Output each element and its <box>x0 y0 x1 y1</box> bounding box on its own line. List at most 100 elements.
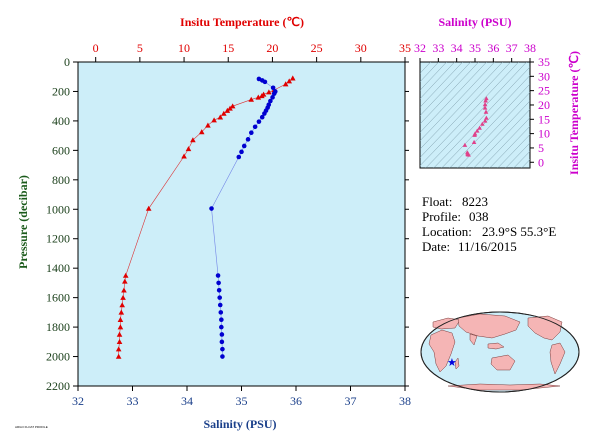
y-tick-label: 600 <box>52 143 70 157</box>
temperature-point <box>286 78 293 84</box>
density-contour <box>441 75 530 168</box>
density-contour <box>449 83 530 168</box>
top-tick-label: 20 <box>266 41 278 55</box>
ts-point <box>480 121 485 126</box>
float-value: 8223 <box>462 194 488 209</box>
temperature-point <box>122 278 128 284</box>
ts-x-tick-label: 35 <box>469 41 481 55</box>
top-tick-label: 15 <box>222 41 234 55</box>
salinity-point <box>220 346 225 352</box>
y-tick-label: 800 <box>52 173 70 187</box>
salinity-point <box>271 91 277 96</box>
density-contour <box>420 62 471 116</box>
salinity-point <box>215 273 221 278</box>
y-tick-label: 1000 <box>46 202 70 216</box>
ts-series <box>462 96 489 157</box>
density-contour <box>433 66 530 168</box>
salinity-point <box>259 114 265 120</box>
date-value: 11/16/2015 <box>458 239 517 254</box>
ts-x-tick-label: 34 <box>451 41 463 55</box>
salinity-point <box>219 324 224 330</box>
temperature-point <box>116 339 123 345</box>
density-contour <box>420 62 519 167</box>
density-contour <box>497 134 530 168</box>
world-map: ★ <box>420 311 580 393</box>
temperature-point <box>118 309 125 315</box>
density-contour <box>457 92 530 168</box>
main-plot-area <box>77 61 406 387</box>
ts-y-tick-label: 25 <box>538 84 550 98</box>
main-profile-chart: 0200400600800100012001400160018002000220… <box>16 15 411 431</box>
temperature-point <box>221 110 227 116</box>
salinity-point <box>239 149 244 155</box>
temperature-point <box>289 75 296 81</box>
ts-y-tick-label: 15 <box>538 112 550 126</box>
density-contour <box>489 125 530 168</box>
ts-y-axis-title: Insitu Temperature (℃) <box>567 51 581 175</box>
temperature-point <box>227 105 233 111</box>
density-contour <box>473 108 530 168</box>
ts-x-tick-label: 38 <box>524 41 536 55</box>
ts-density-contours <box>420 62 530 168</box>
temperature-point <box>259 93 265 99</box>
salinity-point <box>219 317 224 323</box>
top-tick-label: 10 <box>178 41 190 55</box>
salinity-point <box>220 354 225 359</box>
float-info: Float: 8223 Profile: 038 Location: 23.9°… <box>422 194 556 254</box>
ts-y-tick-label: 35 <box>538 55 550 69</box>
location-label: Location: <box>422 224 472 239</box>
top-tick-label: 25 <box>311 41 323 55</box>
footer-credit: ARGO FLOAT PROFILE <box>15 425 48 429</box>
salinity-point <box>219 339 225 345</box>
top-axis-title: Insitu Temperature (℃) <box>180 15 304 29</box>
location-value: 23.9°S 55.3°E <box>482 224 556 239</box>
temperature-point <box>115 346 122 352</box>
density-contour <box>420 62 447 91</box>
salinity-point <box>245 137 251 142</box>
float-location-marker: ★ <box>447 357 457 369</box>
temperature-point <box>205 122 211 128</box>
ts-point <box>474 128 480 133</box>
temperature-point <box>190 137 196 143</box>
salinity-point <box>256 119 262 124</box>
ts-point <box>482 105 488 110</box>
ts-point <box>482 102 488 107</box>
y-tick-label: 1600 <box>46 291 70 305</box>
salinity-point <box>270 95 275 100</box>
map-land <box>428 313 566 391</box>
ts-y-tick-label: 30 <box>538 69 550 83</box>
bottom-tick-label: 38 <box>399 394 411 408</box>
temperature-point <box>211 117 217 123</box>
salinity-point <box>268 98 273 104</box>
temperature-point <box>185 146 192 152</box>
y-tick-label: 1800 <box>46 320 70 334</box>
temperature-point <box>117 316 124 322</box>
density-contour <box>420 62 479 125</box>
main-series <box>115 75 296 359</box>
salinity-point <box>209 206 214 211</box>
ts-x-axis-title: Salinity (PSU) <box>438 15 511 29</box>
y-axis-title: Pressure (decibar) <box>16 175 30 269</box>
salinity-point <box>216 287 222 293</box>
salinity-point <box>236 154 242 160</box>
density-contour <box>420 62 455 100</box>
ts-y-tick-label: 10 <box>538 127 550 141</box>
ts-y-tick-label: 0 <box>538 155 544 169</box>
bottom-tick-label: 33 <box>127 394 139 408</box>
salinity-point <box>219 332 225 337</box>
ts-point <box>462 142 468 147</box>
temperature-point <box>145 205 152 211</box>
temperature-point <box>119 302 125 308</box>
salinity-point <box>262 79 268 85</box>
salinity-point <box>262 111 267 116</box>
temperature-point <box>115 353 122 359</box>
top-tick-label: 0 <box>93 41 99 55</box>
salinity-point <box>218 310 224 315</box>
density-contour <box>420 62 463 108</box>
temperature-point <box>255 94 262 100</box>
temperature-point <box>181 153 187 159</box>
y-tick-label: 1200 <box>46 232 70 246</box>
temperature-point <box>122 272 129 278</box>
density-contour <box>420 62 487 133</box>
